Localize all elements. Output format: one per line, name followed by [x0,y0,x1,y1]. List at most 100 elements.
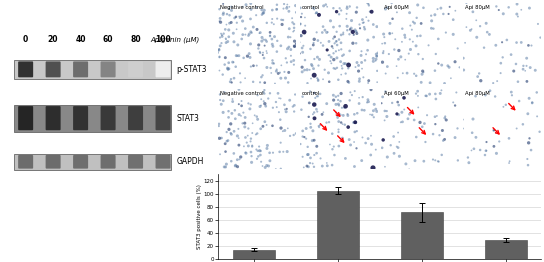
Point [310,7,319,12]
Point [352,30,361,34]
Point [236,71,244,75]
Point [282,6,291,10]
Point [366,112,374,117]
Point [489,81,498,85]
Point [347,18,356,23]
Point [231,164,240,168]
Point [425,92,434,96]
Point [262,49,271,53]
Point [482,21,491,25]
Point [332,30,341,34]
Point [374,51,382,55]
Point [373,54,381,58]
Point [274,71,282,75]
Point [248,144,257,148]
Point [312,30,321,34]
Point [398,110,406,114]
Point [522,56,531,60]
Point [337,73,345,77]
Point [364,81,373,85]
Point [241,135,250,140]
Point [379,138,387,142]
Point [220,63,229,67]
Point [229,60,238,64]
Point [265,159,274,163]
Point [217,102,226,106]
Point [439,12,448,16]
Point [379,49,388,53]
Point [263,146,271,151]
Point [281,107,289,112]
Point [343,4,351,9]
FancyBboxPatch shape [73,155,88,169]
Point [419,6,428,10]
Point [372,148,380,152]
Point [308,139,317,143]
Point [252,13,261,17]
Point [336,59,345,64]
Point [256,80,264,84]
Point [393,112,401,116]
Point [363,1,372,5]
Point [371,59,380,63]
Point [477,79,485,83]
Point [419,159,428,163]
Point [230,40,238,44]
Point [341,104,350,108]
Bar [233,250,275,259]
Point [497,61,505,65]
Point [285,27,294,31]
Point [312,151,321,155]
Point [468,10,477,14]
Point [274,91,282,95]
Point [270,61,279,66]
Point [372,57,380,61]
Point [249,80,257,84]
Point [259,37,268,42]
Point [262,123,271,127]
Point [337,8,345,13]
Point [222,12,231,16]
Point [355,101,363,106]
Point [401,162,410,166]
Point [339,53,348,57]
Point [238,121,247,125]
Point [331,95,340,99]
Point [512,12,521,16]
Point [401,35,410,40]
Point [290,45,299,49]
Point [270,35,279,39]
Point [410,21,419,25]
Point [363,100,372,105]
Point [436,91,444,96]
Point [319,43,327,48]
Point [400,107,409,112]
Text: Api 60μM: Api 60μM [384,91,409,96]
Point [284,35,293,39]
Point [268,124,277,128]
Point [296,22,305,26]
Point [260,88,269,92]
Point [349,33,358,37]
Point [282,61,291,65]
Point [239,111,248,115]
FancyBboxPatch shape [18,155,33,169]
Point [227,77,236,81]
Point [526,66,535,70]
Point [230,76,238,80]
Point [312,107,321,111]
Point [507,90,516,94]
Point [269,106,277,110]
Point [243,54,252,58]
Point [334,78,343,82]
Point [285,45,293,49]
Point [263,66,271,70]
Point [313,39,322,43]
FancyBboxPatch shape [46,106,60,130]
Point [276,76,285,80]
Point [300,31,309,35]
Point [256,127,265,131]
FancyBboxPatch shape [73,61,88,77]
Point [220,90,229,94]
Text: 100: 100 [155,35,171,44]
